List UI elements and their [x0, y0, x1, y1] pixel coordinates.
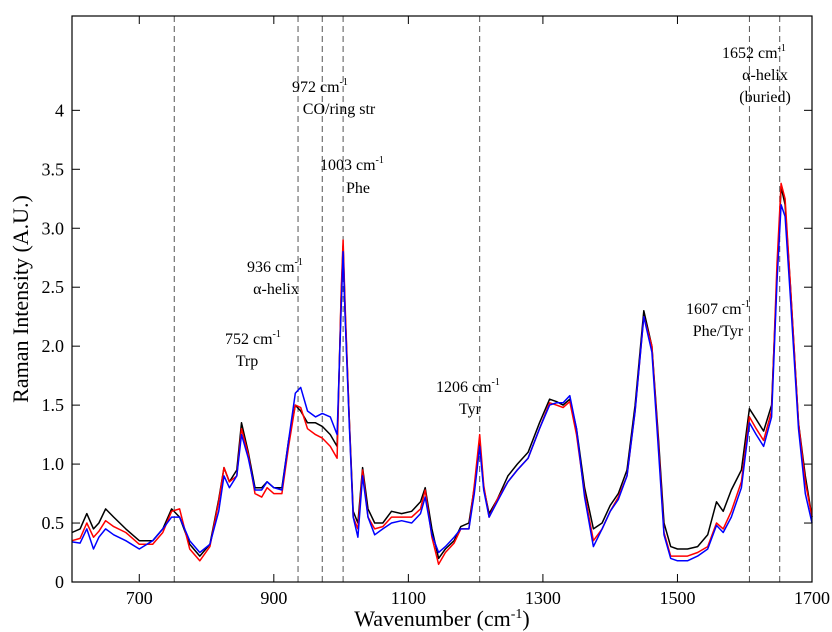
annotation-1607: 1607 cm-1 Phe/Tyr	[686, 299, 750, 340]
annotation-wavenumber: 1652 cm-1	[722, 43, 786, 62]
x-tick-label: 700	[126, 588, 153, 608]
y-tick-label: 2.5	[42, 277, 65, 297]
axis-ticks: 700 900 1100 1300 1500 1700 0 0.5 1.0 1.5 2.0 2.5 3.…	[42, 16, 830, 608]
annotation-wavenumber: 1206 cm-1	[436, 377, 500, 396]
annotation-label: Trp	[236, 353, 259, 370]
series-line-2	[71, 182, 813, 566]
annotation-label: Phe/Tyr	[693, 323, 744, 340]
x-tick-label: 900	[260, 588, 287, 608]
annotation-label-2: (buried)	[739, 89, 791, 106]
annotation-wavenumber: 1607 cm-1	[686, 299, 750, 318]
x-tick-label: 1700	[794, 588, 830, 608]
y-tick-label: 1.0	[42, 454, 65, 474]
y-tick-label: 0	[55, 572, 64, 592]
annotation-752: 752 cm-1 Trp	[225, 329, 281, 370]
annotation-label: CO/ring str	[303, 101, 376, 118]
annotation-972: 972 cm-1 CO/ring str	[292, 77, 376, 118]
peak-marker-lines	[173, 16, 781, 582]
y-axis-label: Raman Intensity (A.U.)	[8, 195, 33, 403]
annotation-1003: 1003 cm-1 Phe	[320, 155, 384, 197]
annotation-wavenumber: 936 cm-1	[247, 257, 303, 276]
series-line-3	[71, 203, 813, 562]
series-line-1	[71, 186, 813, 560]
annotation-1652: 1652 cm-1 α-helix (buried)	[722, 43, 791, 106]
y-tick-label: 0.5	[42, 513, 65, 533]
annotation-1206: 1206 cm-1 Tyr	[436, 377, 500, 418]
x-tick-label: 1100	[391, 588, 426, 608]
y-tick-label: 2.0	[42, 336, 65, 356]
x-tick-label: 1500	[659, 588, 695, 608]
annotation-label: α-helix	[253, 281, 299, 298]
x-axis-label: Wavenumber (cm-1)	[354, 606, 529, 631]
spectrum-series	[71, 182, 813, 566]
annotation-label: α-helix	[742, 67, 788, 84]
x-tick-label: 1300	[525, 588, 561, 608]
annotation-wavenumber: 1003 cm-1	[320, 155, 384, 174]
y-tick-label: 3.0	[42, 218, 65, 238]
annotation-label: Tyr	[459, 401, 482, 418]
annotation-wavenumber: 972 cm-1	[292, 77, 348, 96]
y-tick-label: 3.5	[42, 159, 65, 179]
y-tick-label: 4	[55, 100, 64, 120]
peak-annotations: 752 cm-1 Trp 936 cm-1 α-helix 972 cm-1 CO/rin…	[225, 43, 791, 418]
plot-frame	[71, 15, 813, 583]
annotation-label: Phe	[346, 180, 370, 197]
annotation-936: 936 cm-1 α-helix	[247, 257, 303, 298]
annotation-wavenumber: 752 cm-1	[225, 329, 281, 348]
y-tick-label: 1.5	[42, 395, 65, 415]
